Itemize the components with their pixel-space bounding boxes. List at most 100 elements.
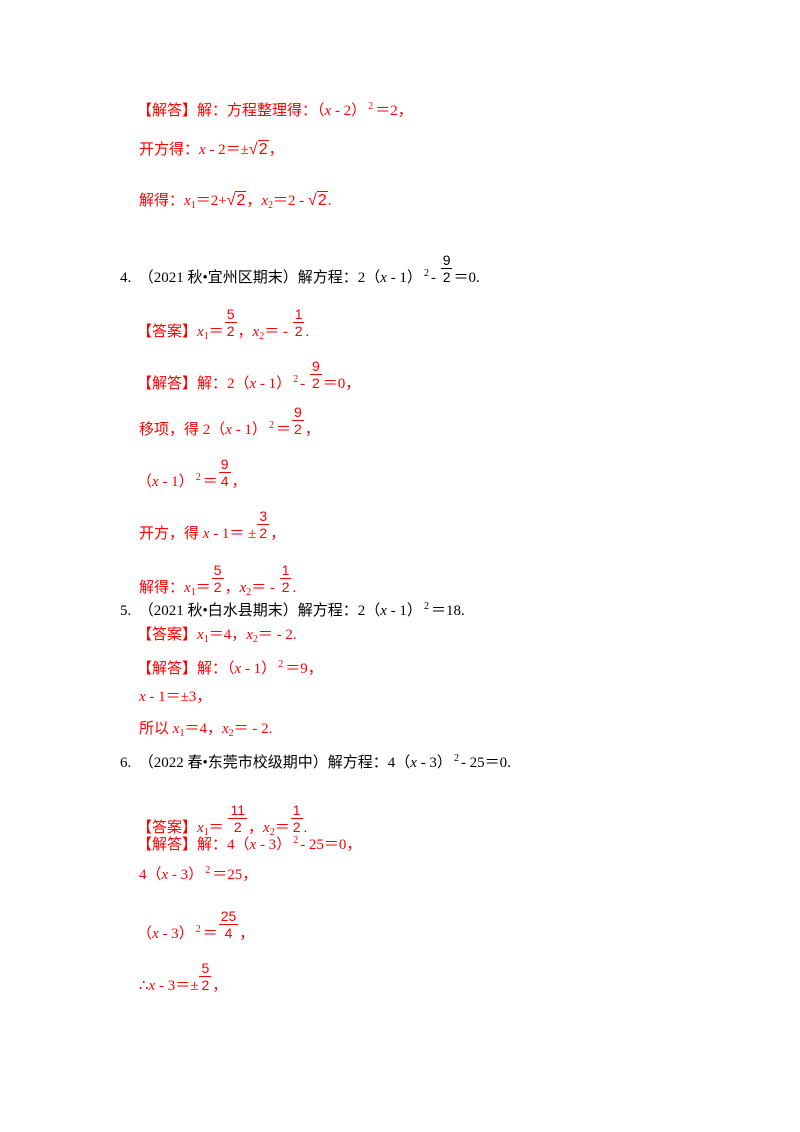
variable: x: [197, 627, 204, 643]
radicand: 2: [257, 140, 269, 158]
variable: x: [249, 376, 257, 392]
text-run: 【解答】解：4（: [137, 837, 250, 853]
text-run: 【解答】解：2（: [137, 376, 250, 392]
text-run: - 1＝±3，: [145, 689, 212, 705]
text-run: ＝: [202, 474, 218, 490]
variable: x: [225, 422, 232, 438]
numerator: 9: [291, 404, 304, 421]
text-run: 【答案】: [137, 820, 198, 836]
variable: x: [380, 270, 387, 286]
denominator: 2: [311, 375, 320, 391]
text-run: 4（: [139, 867, 162, 883]
denominator: 2: [442, 269, 451, 285]
text-run: ＝4，: [208, 627, 247, 643]
text-run: ＝0，: [322, 376, 361, 392]
text-run: ＝25，: [212, 867, 258, 883]
subscript: 1: [179, 728, 185, 739]
answer-line: 4（x - 3） 2 ＝25，: [139, 862, 257, 884]
superscript: 2: [293, 374, 299, 385]
text-run: - 1）: [386, 270, 422, 286]
superscript: 2: [423, 268, 429, 279]
numerator: 1: [292, 306, 305, 323]
text-run: .: [292, 580, 297, 596]
variable: x: [261, 193, 269, 209]
answer-line: 【解答】解：2（x - 1） 2- 9 2 ＝0，: [137, 358, 360, 393]
answer-line: 【答案】x1＝ 11 2 ，x2＝ 1 2.: [137, 802, 307, 842]
text-run: ＝0.: [453, 270, 480, 286]
text-run: ，: [237, 324, 253, 340]
text-run: 5. （2021 秋•白水县期末）解方程：2（: [120, 603, 381, 619]
numerator: 9: [440, 252, 453, 269]
text-run: ＝: [208, 324, 224, 340]
numerator: 1: [290, 802, 303, 819]
numerator: 11: [228, 802, 247, 819]
text-run: ＝: [208, 820, 228, 836]
radical-sign-icon: √: [248, 141, 258, 158]
text-run: 【解答】解：（: [137, 661, 235, 677]
text-run: ，: [268, 142, 284, 158]
variable: x: [252, 324, 260, 340]
square-root: √2: [308, 191, 328, 209]
superscript: 2: [268, 420, 274, 431]
text-run: 开方，得: [139, 526, 203, 542]
variable: x: [263, 820, 270, 836]
answer-line: 【解答】解：（x - 1） 2 ＝9，: [137, 656, 323, 678]
variable: x: [139, 689, 146, 705]
text-run: ，: [304, 422, 320, 438]
text-run: - 3）: [256, 837, 292, 853]
subscript: 2: [259, 331, 265, 342]
denominator: 2: [259, 525, 268, 541]
variable: x: [148, 978, 156, 994]
question-line: 4. （2021 秋•宜州区期末）解方程：2（x - 1） 2- 9 2 ＝0.: [120, 252, 480, 287]
answer-line: 【解答】解：4（x - 3） 2- 25＝0，: [137, 832, 361, 854]
variable: x: [380, 603, 387, 619]
text-run: 6. （2022 春•东莞市校级期中）解方程：4（: [120, 755, 411, 771]
subscript: 2: [228, 728, 234, 739]
denominator: 4: [224, 925, 233, 941]
text-run: 【解答】解：方程整理得：（: [137, 103, 325, 119]
denominator: 4: [220, 473, 229, 489]
text-run: .: [303, 820, 308, 836]
numerator: 5: [211, 562, 224, 579]
variable: x: [410, 755, 417, 771]
denominator: 2: [233, 819, 242, 835]
answer-line: （x - 1） 2 ＝ 9 4，: [137, 456, 247, 491]
subscript: 2: [268, 200, 274, 211]
text-run: - 3）: [158, 926, 194, 942]
text-run: - 1）: [386, 603, 422, 619]
text-run: ＝18.: [430, 603, 465, 619]
variable: x: [152, 926, 159, 942]
text-run: - 3＝±: [155, 978, 199, 994]
text-run: ，: [246, 193, 262, 209]
text-run: ，: [248, 820, 264, 836]
variable: x: [152, 474, 159, 490]
variable: x: [234, 661, 242, 677]
square-root: √2: [249, 140, 269, 158]
question-line: 6. （2022 春•东莞市校级期中）解方程：4（x - 3） 2- 25＝0.: [120, 750, 511, 772]
variable: x: [246, 627, 253, 643]
numerator: 9: [218, 456, 231, 473]
superscript: 2: [205, 865, 211, 876]
text-run: 4. （2021 秋•宜州区期末）解方程：2（: [120, 270, 381, 286]
denominator: 2: [226, 323, 235, 339]
numerator: 25: [218, 908, 239, 925]
variable: x: [239, 580, 247, 596]
text-run: （: [137, 474, 153, 490]
subscript: 1: [203, 634, 209, 645]
text-run: - 2）: [331, 103, 367, 119]
text-run: 解得：: [139, 193, 185, 209]
radicand: 2: [235, 191, 247, 209]
text-run: ，: [212, 978, 228, 994]
text-run: ∴: [139, 978, 149, 994]
text-run: ＝: [202, 926, 218, 942]
variable: x: [161, 867, 169, 883]
denominator: 2: [201, 977, 210, 993]
numerator: 3: [257, 508, 270, 525]
denominator: 2: [281, 579, 290, 595]
